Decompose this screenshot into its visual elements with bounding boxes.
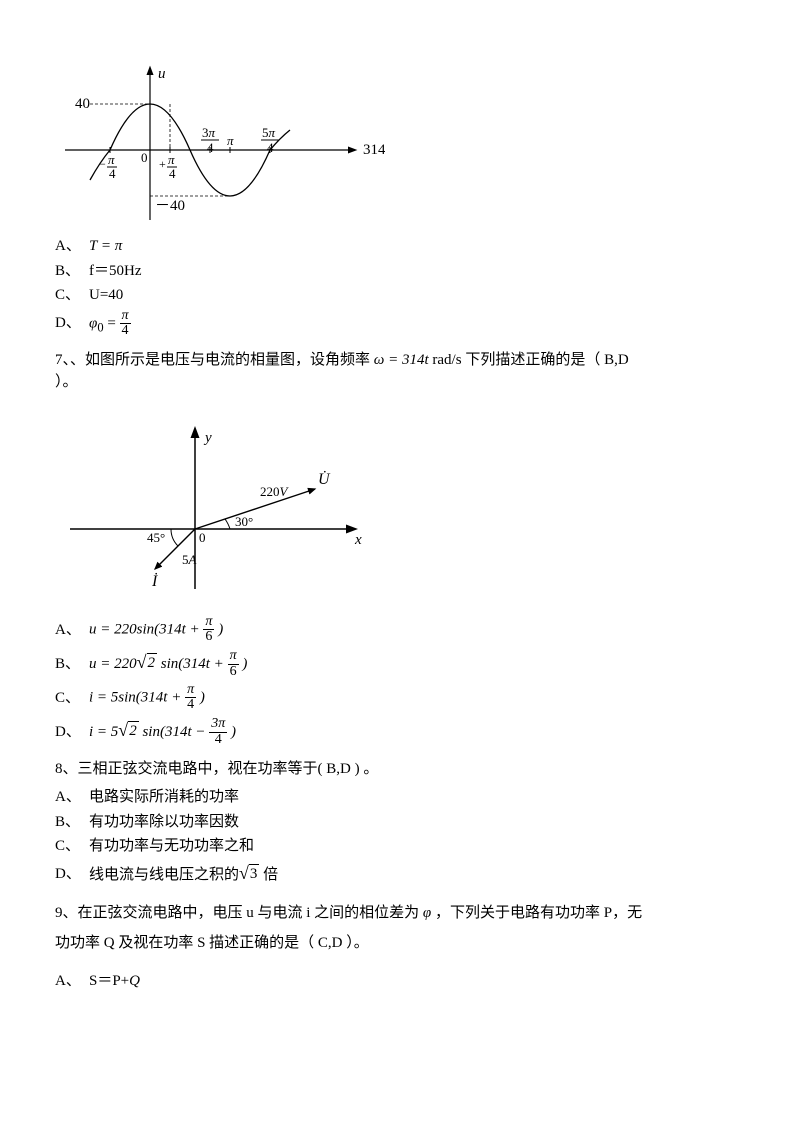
- opt-text: u = 220√2 sin(314t + π6 ): [89, 649, 247, 680]
- q8-opt-b: B、 有功功率除以功率因数: [55, 811, 745, 834]
- opt-key: D、: [55, 312, 89, 335]
- q7-opt-c: C、 i = 5sin(314t + π4 ): [55, 682, 745, 714]
- svg-text:4: 4: [207, 140, 214, 155]
- opt-key: A、: [55, 235, 89, 258]
- opt-key: A、: [55, 786, 89, 809]
- svg-text:+: +: [159, 157, 166, 171]
- phasor-plot-svg: x y 0 U̇ 220V 30° İ 5A 45°: [55, 414, 385, 604]
- sine-wave-figure: u 314t 0 40 －40 − π 4 + π 4 3π 4 π 5π 4: [55, 60, 745, 225]
- svg-text:3π: 3π: [202, 125, 216, 140]
- q7-opt-b: B、 u = 220√2 sin(314t + π6 ): [55, 648, 745, 680]
- opt-key: B、: [55, 811, 89, 834]
- opt-text: f＝50Hz: [89, 260, 142, 283]
- opt-key: B、: [55, 260, 89, 283]
- opt-key: C、: [55, 835, 89, 858]
- svg-text:y: y: [203, 430, 212, 446]
- q9-line1-b: ，下列关于电路有功功率 P，无: [435, 905, 642, 921]
- svg-text:4: 4: [169, 166, 176, 181]
- opt-text: φ0 = π4: [89, 309, 131, 339]
- opt-key: A、: [55, 619, 89, 642]
- q7-opt-a: A、 u = 220sin(314t + π6 ): [55, 614, 745, 646]
- svg-text:x: x: [354, 532, 362, 548]
- svg-text:5π: 5π: [262, 125, 276, 140]
- svg-text:40: 40: [75, 96, 90, 112]
- opt-key: C、: [55, 284, 89, 307]
- q6-opt-a: A、 T = π: [55, 235, 745, 258]
- opt-text: i = 5sin(314t + π4 ): [89, 683, 205, 713]
- q8-opt-c: C、 有功功率与无功功率之和: [55, 835, 745, 858]
- q9-opt-a: A、 S＝P+Q: [55, 970, 745, 993]
- svg-text:5A: 5A: [182, 552, 197, 567]
- opt-text: S＝P+Q: [89, 970, 140, 993]
- q7-question-text: 7、、如图所示是电压与电流的相量图，设角频率 ω = 314t rad/s 下列…: [55, 349, 745, 394]
- q7-opt-d: D、 i = 5√2 sin(314t − 3π4 ): [55, 716, 745, 748]
- opt-text: i = 5√2 sin(314t − 3π4 ): [89, 717, 236, 748]
- svg-text:π: π: [227, 133, 234, 148]
- q6-opt-d: D、 φ0 = π4: [55, 309, 745, 339]
- q7-text-part-a: 7、、如图所示是电压与电流的相量图，设角频率: [55, 352, 370, 368]
- svg-text:45°: 45°: [147, 530, 165, 545]
- q6-opt-c: C、 U=40: [55, 284, 745, 307]
- q8-opt-d: D、 线电流与线电压之积的√3 倍: [55, 860, 745, 888]
- svg-text:－40: －40: [155, 198, 185, 214]
- svg-text:π: π: [108, 152, 115, 167]
- q6-options: A、 T = π B、 f＝50Hz C、 U=40 D、 φ0 = π4: [55, 235, 745, 339]
- q7-options: A、 u = 220sin(314t + π6 ) B、 u = 220√2 s…: [55, 614, 745, 748]
- svg-text:0: 0: [199, 530, 206, 545]
- opt-key: D、: [55, 721, 89, 744]
- opt-text: u = 220sin(314t + π6 ): [89, 615, 223, 645]
- q7-text-part-b: ）。: [55, 374, 78, 390]
- opt-key: D、: [55, 863, 89, 886]
- q9-phi: φ: [423, 905, 431, 921]
- opt-text: 有功功率除以功率因数: [89, 811, 239, 834]
- svg-text:30°: 30°: [235, 514, 253, 529]
- opt-key: A、: [55, 970, 89, 993]
- svg-text:u: u: [158, 66, 166, 82]
- phasor-figure: x y 0 U̇ 220V 30° İ 5A 45°: [55, 414, 745, 604]
- svg-text:İ: İ: [151, 572, 158, 590]
- q7-unit: rad/s 下列描述正确的是（ B,D: [432, 352, 628, 368]
- svg-text:4: 4: [267, 140, 274, 155]
- sine-plot-svg: u 314t 0 40 －40 − π 4 + π 4 3π 4 π 5π 4: [55, 60, 385, 225]
- opt-text: T = π: [89, 235, 122, 258]
- q6-opt-b: B、 f＝50Hz: [55, 260, 745, 283]
- opt-key: C、: [55, 687, 89, 710]
- svg-text:220V: 220V: [260, 484, 290, 499]
- q7-omega: ω = 314t: [374, 352, 429, 368]
- opt-text: 电路实际所消耗的功率: [89, 786, 239, 809]
- opt-text: U=40: [89, 284, 123, 307]
- svg-text:π: π: [168, 152, 175, 167]
- q9-options: A、 S＝P+Q: [55, 970, 745, 993]
- svg-text:−: −: [99, 157, 106, 171]
- opt-text: 线电流与线电压之积的√3 倍: [89, 860, 278, 887]
- svg-text:4: 4: [109, 166, 116, 181]
- q8-question-text: 8、三相正弦交流电路中，视在功率等于( B,D ) 。: [55, 758, 745, 781]
- svg-text:314t: 314t: [363, 142, 385, 158]
- q8-options: A、 电路实际所消耗的功率 B、 有功功率除以功率因数 C、 有功功率与无功功率…: [55, 786, 745, 888]
- opt-text: 有功功率与无功功率之和: [89, 835, 254, 858]
- q8-opt-a: A、 电路实际所消耗的功率: [55, 786, 745, 809]
- opt-key: B、: [55, 653, 89, 676]
- q9-line1-a: 9、在正弦交流电路中，电压 u 与电流 i 之间的相位差为: [55, 905, 419, 921]
- svg-text:0: 0: [141, 150, 148, 165]
- q9-question-text: 9、在正弦交流电路中，电压 u 与电流 i 之间的相位差为 φ ，下列关于电路有…: [55, 898, 745, 958]
- q9-line2: 功功率 Q 及视在功率 S 描述正确的是（ C,D ）。: [55, 935, 369, 951]
- svg-text:U̇: U̇: [318, 470, 331, 487]
